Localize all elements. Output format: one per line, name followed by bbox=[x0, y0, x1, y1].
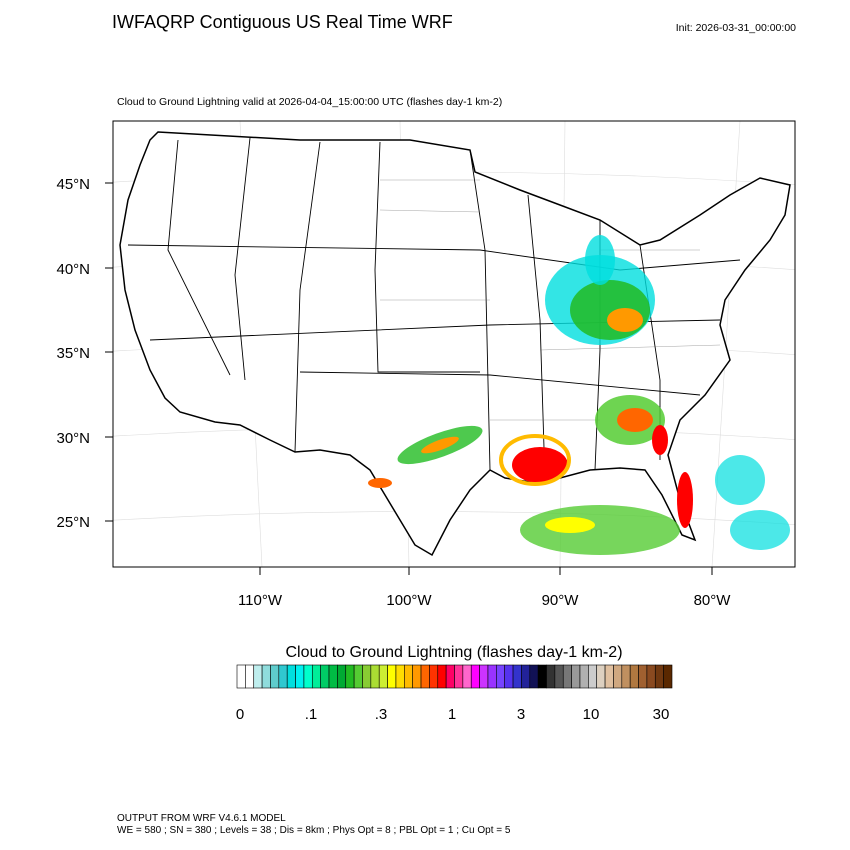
colorbar-swatch bbox=[429, 664, 439, 689]
colorbar-swatch bbox=[654, 664, 664, 689]
county-borders bbox=[379, 179, 721, 421]
map-subtitle: Cloud to Ground Lightning valid at 2026-… bbox=[117, 96, 502, 108]
lat-label: 25°N bbox=[56, 514, 90, 531]
colorbar-swatch bbox=[395, 664, 405, 689]
colorbar-label: 30 bbox=[653, 706, 670, 723]
map-content bbox=[113, 121, 795, 567]
lon-label: 100°W bbox=[386, 592, 432, 609]
colorbar-swatch bbox=[370, 664, 380, 689]
colorbar-swatch bbox=[445, 664, 455, 689]
colorbar-swatch bbox=[311, 664, 321, 689]
colorbar-swatch bbox=[529, 664, 539, 689]
footer-line: OUTPUT FROM WRF V4.6.1 MODEL bbox=[117, 813, 286, 824]
lon-label: 110°W bbox=[238, 592, 283, 609]
colorbar-label: .1 bbox=[305, 706, 318, 723]
colorbar-label: 3 bbox=[517, 706, 525, 723]
colorbar-swatch bbox=[253, 664, 263, 689]
colorbar-swatch bbox=[337, 664, 347, 689]
colorbar-swatch bbox=[537, 664, 547, 689]
colorbar bbox=[236, 664, 673, 689]
colorbar-swatch bbox=[562, 664, 572, 689]
colorbar-label: 0 bbox=[236, 706, 244, 723]
colorbar-swatch bbox=[621, 664, 631, 689]
colorbar-swatch bbox=[420, 664, 430, 689]
colorbar-swatch bbox=[638, 664, 648, 689]
colorbar-swatch bbox=[613, 664, 623, 689]
colorbar-labels: 0 .1 .3 1 3 10 30 bbox=[236, 706, 670, 723]
colorbar-swatch bbox=[521, 664, 531, 689]
title: IWFAQRP Contiguous US Real Time WRF bbox=[112, 12, 453, 32]
colorbar-swatch bbox=[512, 664, 522, 689]
colorbar-swatch bbox=[663, 664, 673, 689]
colorbar-swatch bbox=[236, 664, 246, 689]
colorbar-swatch bbox=[270, 664, 280, 689]
colorbar-swatch bbox=[245, 664, 255, 689]
colorbar-swatch bbox=[378, 664, 388, 689]
colorbar-swatch bbox=[604, 664, 614, 689]
lat-label: 30°N bbox=[56, 430, 90, 447]
colorbar-swatch bbox=[470, 664, 480, 689]
init-time: Init: 2026-03-31_00:00:00 bbox=[676, 22, 796, 34]
colorbar-swatch bbox=[588, 664, 598, 689]
footer-line: WE = 580 ; SN = 380 ; Levels = 38 ; Dis … bbox=[117, 825, 511, 836]
colorbar-swatch bbox=[353, 664, 363, 689]
colorbar-swatch bbox=[412, 664, 422, 689]
map: 45°N 40°N 35°N 30°N 25°N 110°W 100°W 90°… bbox=[56, 120, 796, 609]
colorbar-swatch bbox=[404, 664, 413, 689]
colorbar-swatch bbox=[261, 664, 271, 689]
colorbar-swatch bbox=[487, 664, 497, 689]
lon-labels: 110°W 100°W 90°W 80°W bbox=[238, 592, 731, 609]
us-outline bbox=[119, 131, 791, 557]
colorbar-swatch bbox=[320, 664, 330, 689]
colorbar-swatch bbox=[286, 664, 296, 689]
colorbar-swatch bbox=[454, 664, 464, 689]
lightning-field bbox=[368, 235, 790, 555]
lat-label: 45°N bbox=[56, 176, 90, 193]
colorbar-swatch bbox=[278, 664, 288, 689]
map-ticks bbox=[105, 182, 713, 575]
colorbar-swatch bbox=[496, 664, 505, 689]
lat-labels: 45°N 40°N 35°N 30°N 25°N bbox=[56, 176, 90, 531]
colorbar-swatch bbox=[303, 664, 313, 689]
colorbar-swatch bbox=[479, 664, 489, 689]
colorbar-swatch bbox=[295, 664, 305, 689]
colorbar-label: 1 bbox=[448, 706, 456, 723]
colorbar-label: .3 bbox=[375, 706, 388, 723]
colorbar-swatch bbox=[345, 664, 355, 689]
colorbar-swatch bbox=[362, 664, 372, 689]
colorbar-swatch bbox=[579, 664, 589, 689]
map-frame bbox=[112, 120, 796, 568]
colorbar-swatch bbox=[546, 664, 556, 689]
colorbar-swatch bbox=[387, 664, 397, 689]
colorbar-swatch bbox=[629, 664, 639, 689]
lon-label: 80°W bbox=[694, 592, 732, 609]
colorbar-swatch bbox=[328, 664, 338, 689]
colorbar-swatch bbox=[596, 664, 606, 689]
colorbar-label: 10 bbox=[583, 706, 600, 723]
lat-label: 40°N bbox=[56, 261, 90, 278]
colorbar-swatch bbox=[571, 664, 581, 689]
lat-label: 35°N bbox=[56, 345, 90, 362]
colorbar-swatch bbox=[462, 664, 472, 689]
colorbar-swatch bbox=[646, 664, 656, 689]
colorbar-swatch bbox=[504, 664, 514, 689]
lon-label: 90°W bbox=[542, 592, 580, 609]
colorbar-title: Cloud to Ground Lightning (flashes day-1… bbox=[285, 644, 622, 661]
colorbar-swatch bbox=[437, 664, 447, 689]
colorbar-swatch bbox=[554, 664, 564, 689]
